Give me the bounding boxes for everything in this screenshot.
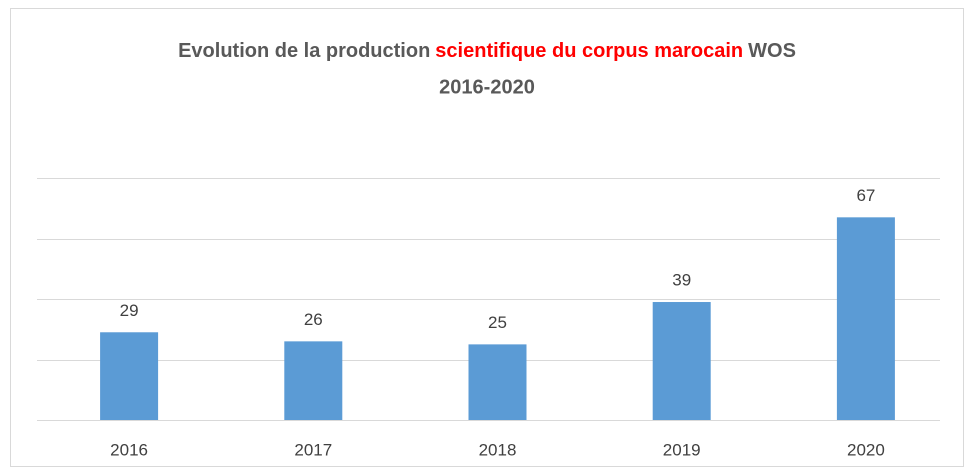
bar xyxy=(468,344,527,420)
x-tick-label: 2017 xyxy=(294,440,332,459)
title-part: WOS xyxy=(748,40,796,62)
value-label: 26 xyxy=(304,310,323,329)
chart-title: Evolution de la production scientifique d… xyxy=(178,40,796,62)
bar xyxy=(836,217,895,420)
title-part-highlight: scientifique du corpus marocain xyxy=(435,40,743,62)
value-label: 67 xyxy=(856,186,875,205)
title-part: Evolution de la production xyxy=(178,40,430,62)
x-tick-label: 2020 xyxy=(847,440,885,459)
bar xyxy=(100,332,159,420)
value-label: 39 xyxy=(672,271,691,290)
bar xyxy=(652,302,711,420)
x-tick-label: 2016 xyxy=(110,440,148,459)
bar xyxy=(284,341,343,420)
x-tick-label: 2019 xyxy=(663,440,701,459)
value-label: 25 xyxy=(488,313,507,332)
x-tick-label: 2018 xyxy=(479,440,517,459)
chart-subtitle: 2016-2020 xyxy=(439,76,535,98)
value-label: 29 xyxy=(120,301,139,320)
